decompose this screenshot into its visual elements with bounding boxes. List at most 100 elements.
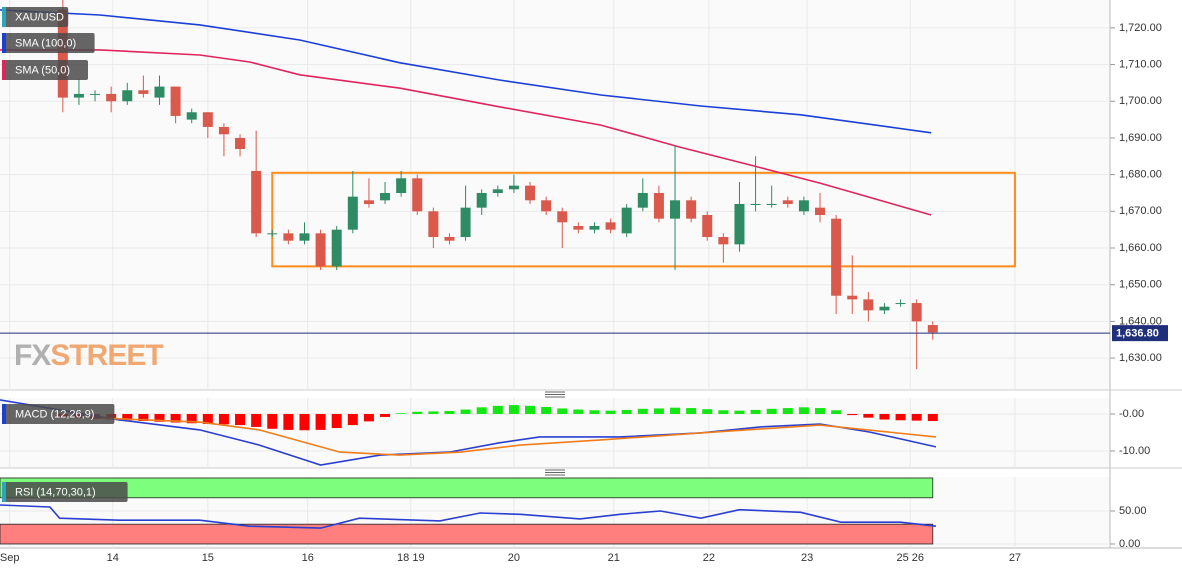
candle-body xyxy=(347,196,358,230)
candle-body xyxy=(621,207,632,234)
histogram-bar xyxy=(831,410,842,414)
legend-label: RSI (14,70,30,1) xyxy=(15,486,96,498)
histogram-bar xyxy=(186,413,197,424)
candle-body xyxy=(106,93,117,102)
histogram-bar xyxy=(170,413,181,423)
x-tick-label: 15 xyxy=(202,552,214,564)
histogram-bar xyxy=(380,413,391,417)
histogram-bar xyxy=(605,410,616,414)
x-tick-label: 18 19 xyxy=(397,552,425,564)
histogram-bar xyxy=(315,413,326,430)
rsi-band xyxy=(0,523,934,545)
histogram-bar xyxy=(798,407,809,414)
histogram-bar xyxy=(686,408,697,414)
candle-body xyxy=(525,185,536,201)
histogram-bar xyxy=(122,413,133,421)
x-tick-label: 16 xyxy=(302,552,314,564)
histogram-bar xyxy=(863,413,874,418)
histogram-bar xyxy=(653,408,664,414)
histogram-bar xyxy=(508,405,519,414)
macd-panel xyxy=(0,398,1110,468)
y-tick-label: 1,710.00 xyxy=(1119,58,1162,70)
candle-body xyxy=(412,178,423,212)
indicator-line xyxy=(99,417,937,456)
legend-item: SMA (100,0) xyxy=(2,33,95,53)
histogram-bar xyxy=(460,409,471,414)
legend-swatch xyxy=(2,404,6,424)
candle-body xyxy=(283,233,294,241)
rsi-band xyxy=(0,477,934,499)
histogram-bar xyxy=(782,408,793,414)
histogram-bar xyxy=(718,410,729,414)
legend-item: RSI (14,70,30,1) xyxy=(2,482,128,502)
histogram-bar xyxy=(557,408,568,414)
y-tick-label: 1,660.00 xyxy=(1119,242,1162,254)
range-box xyxy=(271,171,1016,268)
y-tick-label: 1,650.00 xyxy=(1119,279,1162,291)
legend-box xyxy=(2,7,69,27)
resize-handle[interactable] xyxy=(545,391,565,398)
legend-box xyxy=(2,60,88,80)
histogram-bar xyxy=(396,413,407,414)
candle-body xyxy=(734,203,745,245)
candle-body xyxy=(686,200,697,219)
y-tick-label: 50.00 xyxy=(1119,505,1147,517)
candle-body xyxy=(73,93,84,98)
histogram-bar xyxy=(347,413,358,426)
x-tick-label: 22 xyxy=(703,552,715,564)
histogram-bar xyxy=(670,407,681,414)
histogram-bar xyxy=(847,413,858,416)
histogram-bar xyxy=(750,409,761,414)
candle-body xyxy=(460,207,471,238)
histogram-bar xyxy=(541,406,552,414)
candle-body xyxy=(895,303,906,305)
candle-body xyxy=(267,233,278,235)
candle-body xyxy=(557,211,568,223)
y-tick-label: 1,720.00 xyxy=(1119,22,1162,34)
candle-body xyxy=(90,93,101,95)
histogram-bar xyxy=(251,413,262,427)
histogram-bar xyxy=(911,413,922,421)
candle-body xyxy=(235,137,246,149)
watermark: FXSTREET xyxy=(14,339,163,372)
histogram-bar xyxy=(331,413,342,429)
histogram-bar xyxy=(154,413,165,422)
histogram-bar xyxy=(283,413,294,430)
x-tick-label: 20 xyxy=(508,552,520,564)
histogram-bar xyxy=(235,413,246,426)
legend-label: SMA (50,0) xyxy=(15,64,70,76)
legend-box xyxy=(2,33,95,53)
histogram-bar xyxy=(299,413,310,431)
x-tick-label: 27 xyxy=(1009,552,1021,564)
histogram-bar xyxy=(525,405,536,414)
y-tick-label: 1,640.00 xyxy=(1119,315,1162,327)
x-tick-label: 21 xyxy=(608,552,620,564)
candle-body xyxy=(670,200,681,219)
legend-swatch xyxy=(2,33,6,53)
candle-body xyxy=(798,200,809,212)
histogram-bar xyxy=(702,409,713,414)
histogram-bar xyxy=(476,407,487,414)
histogram-bar xyxy=(621,409,632,414)
resize-handle[interactable] xyxy=(545,469,565,476)
candle-body xyxy=(847,295,858,300)
watermark-part: STREET xyxy=(50,339,163,372)
candle-body xyxy=(702,214,713,238)
legend-item: SMA (50,0) xyxy=(2,60,88,80)
y-tick-label: -10.00 xyxy=(1119,445,1150,457)
candle-body xyxy=(186,112,197,120)
histogram-bar xyxy=(637,408,648,414)
histogram-bar xyxy=(444,411,455,414)
legend-box xyxy=(2,404,115,424)
candle-body xyxy=(331,229,342,267)
histogram-bar xyxy=(267,413,278,429)
legend-label: XAU/USD xyxy=(15,11,64,23)
candle-body xyxy=(879,306,890,311)
candle-body xyxy=(815,207,826,215)
histogram-bar xyxy=(879,413,890,420)
candle-body xyxy=(508,185,519,190)
candle-body xyxy=(718,237,729,245)
indicator-line xyxy=(0,399,937,466)
candle-body xyxy=(492,189,503,193)
last-price-box xyxy=(1112,325,1168,342)
